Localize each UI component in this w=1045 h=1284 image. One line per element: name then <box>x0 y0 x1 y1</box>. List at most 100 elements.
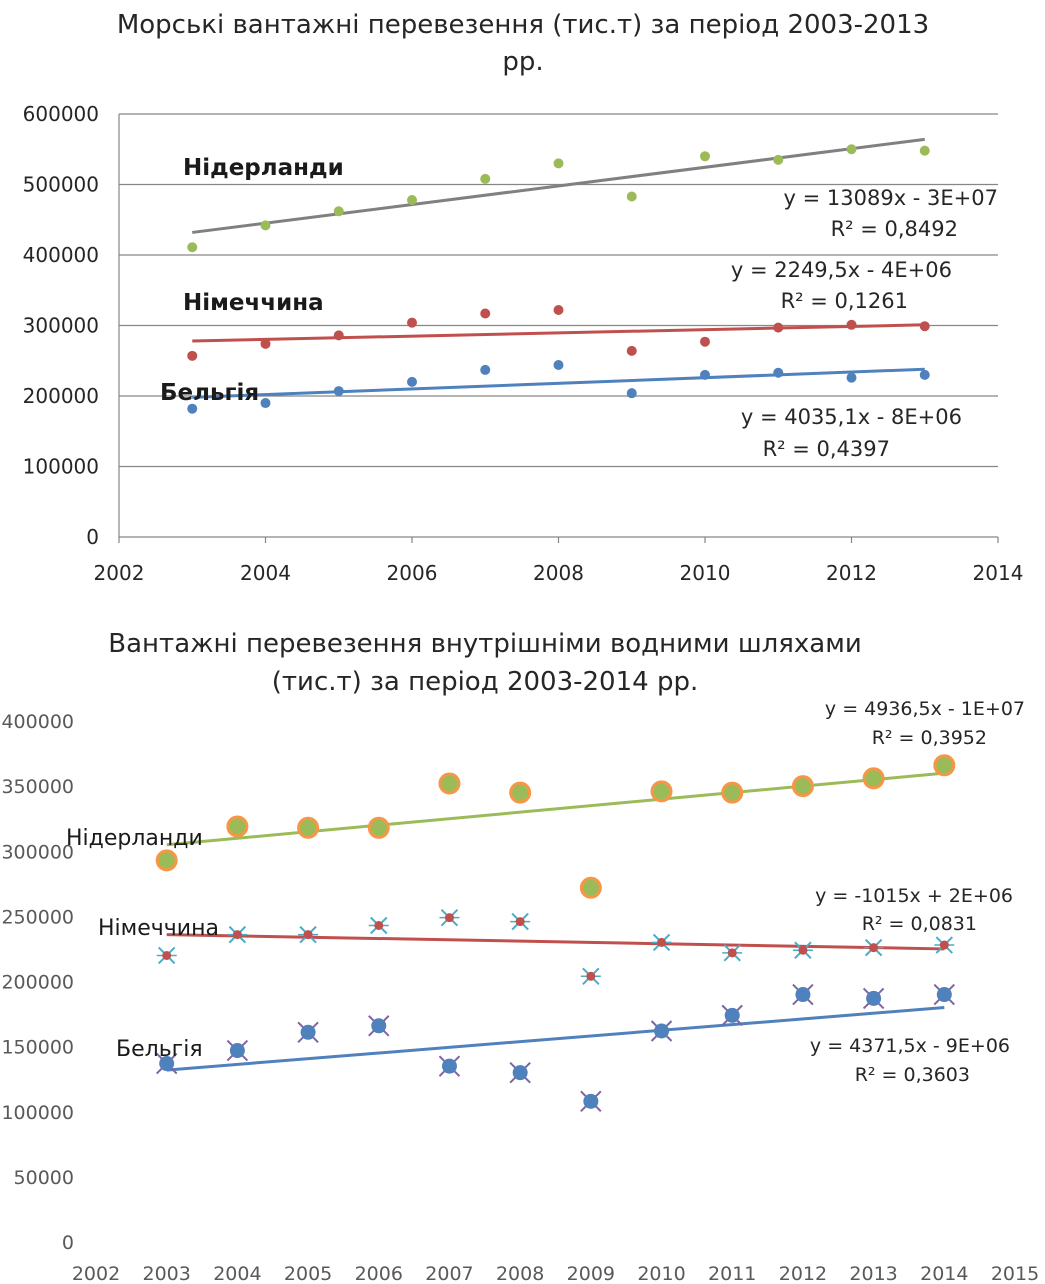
chart2-point <box>510 912 531 931</box>
chart2-point <box>439 908 460 927</box>
chart2-title-line2: (тис.т) за період 2003-2014 рр. <box>272 667 698 697</box>
chart2-point <box>368 1015 390 1037</box>
chart1-label-belgium: Бельгія <box>160 380 259 406</box>
chart2-y-tick-labels: 0 50000 100000 150000 200000 250000 300000 3500… <box>1 711 74 1254</box>
chart1-x-tick: 2008 <box>533 561 584 585</box>
chart1-point <box>260 220 271 231</box>
chart2-x-tick: 2007 <box>425 1263 473 1284</box>
chart2-title-line1: Вантажні перевезення внутрішніми водними… <box>108 629 861 659</box>
chart2-point-dot <box>798 945 808 955</box>
chart1-point <box>187 403 198 414</box>
chart2-x-tick: 2011 <box>708 1263 756 1284</box>
chart1-label-netherlands: Нідерланди <box>183 155 344 181</box>
chart2-x-tick: 2002 <box>72 1263 120 1284</box>
chart2-point <box>791 775 814 798</box>
chart2-point <box>509 1061 531 1084</box>
chart1-point <box>773 154 784 165</box>
chart2-point-dot <box>371 1018 387 1034</box>
chart2-point <box>579 876 602 899</box>
chart1-point <box>407 376 417 387</box>
chart1-point <box>626 345 637 356</box>
chart1-point <box>187 242 198 253</box>
chart2-point <box>155 1052 178 1075</box>
chart2-point <box>438 772 461 795</box>
chart2-point-dot <box>444 913 454 923</box>
chart2-point <box>721 781 744 804</box>
chart1-point <box>700 151 710 162</box>
chart2-point <box>580 967 601 985</box>
chart2-point <box>367 816 390 839</box>
chart2-x-tick: 2006 <box>355 1263 403 1284</box>
chart2-point-dot <box>657 937 667 947</box>
chart2-eq-belgium: y = 4371,5x - 9E+06 <box>810 1035 1010 1057</box>
chart2-point <box>933 754 956 777</box>
chart1-point <box>480 173 491 184</box>
chart2-point-dot <box>300 1024 316 1040</box>
chart1-x-tick: 2006 <box>387 561 438 585</box>
chart2-y-tick: 100000 <box>1 1102 74 1124</box>
chart2-point <box>792 983 814 1006</box>
chart2-label-germany: Німеччина <box>98 916 219 941</box>
chart2-point-dot <box>936 987 952 1003</box>
chart1-point <box>553 158 564 169</box>
chart1-r2-germany: R² = 0,1261 <box>781 289 908 313</box>
chart1-point <box>919 321 930 332</box>
chart2-point <box>438 1055 461 1077</box>
chart1-point <box>553 304 564 315</box>
chart1-x-tick: 2002 <box>94 561 145 585</box>
chart2-y-tick: 0 <box>62 1232 74 1254</box>
chart1-point <box>919 369 930 380</box>
chart1-y-tick: 600000 <box>23 102 99 126</box>
chart2-point <box>297 1021 319 1044</box>
chart2-trendlines <box>166 771 945 1072</box>
chart1-x-tick: 2010 <box>680 561 731 585</box>
chart1-trendline <box>192 323 925 343</box>
chart1-x-tick: 2014 <box>973 561 1024 585</box>
chart1-point <box>626 388 637 399</box>
chart1-axes <box>118 114 999 543</box>
chart2-point <box>226 815 249 838</box>
chart1-point <box>773 322 784 333</box>
chart2-point-dot <box>724 1007 740 1023</box>
chart1-point <box>407 195 417 206</box>
chart2-point-dot <box>374 920 384 930</box>
chart1-point <box>407 317 417 328</box>
chart1-y-tick: 300000 <box>23 314 99 338</box>
chart1-x-tick: 2004 <box>240 561 291 585</box>
chart1-y-tick-labels: 0 100000 200000 300000 400000 500000 600000 <box>23 102 99 549</box>
chart1-trendlines <box>192 137 925 399</box>
chart2-x-tick: 2010 <box>637 1263 685 1284</box>
chart1-r2-netherlands: R² = 0,8492 <box>831 217 958 241</box>
chart2-point <box>227 925 248 944</box>
chart1-point <box>846 319 857 330</box>
chart1-x-tick-labels: 2002 2004 2006 2008 2010 2012 2014 <box>94 561 1024 585</box>
chart2-point <box>368 916 389 935</box>
chart2-x-tick: 2009 <box>567 1263 615 1284</box>
chart2-eq-netherlands: y = 4936,5x - 1E+07 <box>825 698 1025 720</box>
chart2-y-tick: 350000 <box>1 776 74 798</box>
chart2-trendline <box>166 1006 945 1072</box>
chart1-point <box>700 336 710 347</box>
chart-sea-freight: Морські вантажні перевезення (тис.т) за … <box>23 10 1024 585</box>
chart2-x-tick: 2003 <box>143 1263 191 1284</box>
chart-inland-waterways: Вантажні перевезення внутрішніми водними… <box>1 629 1039 1284</box>
chart2-point <box>298 925 319 944</box>
chart1-point <box>700 369 710 380</box>
chart1-point <box>187 350 198 361</box>
chart2-point <box>862 767 885 790</box>
chart2-y-tick: 50000 <box>14 1167 74 1189</box>
chart2-y-tick: 300000 <box>1 841 74 863</box>
chart2-label-netherlands: Нідерланди <box>66 826 203 851</box>
chart2-point <box>509 781 532 804</box>
chart2-point-dot <box>866 990 882 1006</box>
chart2-trendline <box>166 771 945 847</box>
chart2-y-tick: 150000 <box>1 1037 74 1059</box>
chart2-points <box>155 754 956 1113</box>
chart2-x-tick: 2015 <box>991 1263 1039 1284</box>
chart2-point <box>650 780 673 803</box>
chart1-point <box>626 191 637 202</box>
chart1-y-tick: 400000 <box>23 243 99 267</box>
chart1-y-tick: 500000 <box>23 173 99 197</box>
chart1-trendline <box>192 367 925 399</box>
